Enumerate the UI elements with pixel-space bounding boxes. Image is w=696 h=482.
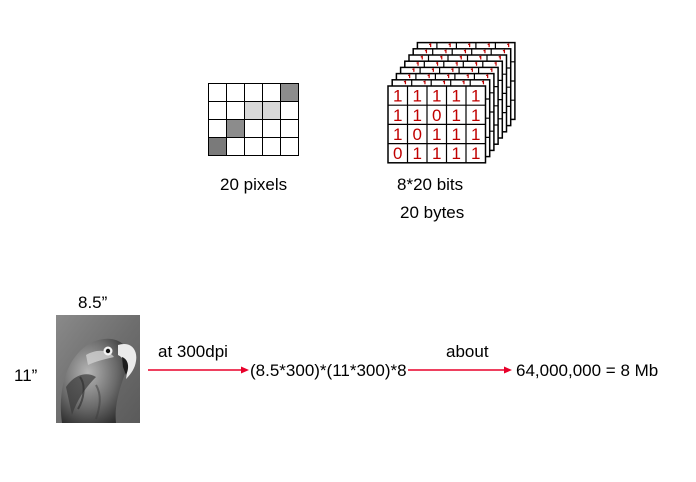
- bit-digit: 0: [432, 106, 441, 125]
- bit-digit-hint: [470, 68, 473, 72]
- bit-digit-hint: [466, 74, 469, 79]
- pixel-row: [208, 119, 299, 138]
- bit-digit-hint: [498, 55, 501, 60]
- bits-label: 8*20 bits: [397, 175, 464, 194]
- bit-digit-hint: [424, 49, 428, 54]
- bit-digit: 1: [471, 87, 480, 106]
- bit-digit-hint: [462, 80, 465, 85]
- bit-digit-hint: [483, 49, 486, 54]
- bit-digit-hint: [428, 43, 432, 48]
- bit-digit: 1: [452, 125, 461, 144]
- bit-digit: 1: [413, 106, 422, 125]
- bit-digit-hint: [490, 68, 493, 72]
- bit-digit-hint: [467, 43, 471, 48]
- bit-grid-front: 1 1 1 1 11 1 0 1 11 0 1 1 10 1 1 1 1: [387, 85, 487, 164]
- pixel-cell: [208, 119, 227, 138]
- bit-digit-hint: [455, 61, 458, 66]
- pixel-cell: [244, 83, 263, 102]
- bit-digit-hint: [423, 80, 426, 85]
- bit-digit-hint: [412, 68, 415, 72]
- pixel-cell: [244, 119, 263, 138]
- bit-digit: 1: [432, 125, 441, 144]
- bit-digit-hint: [435, 61, 439, 66]
- bit-digit-hint: [479, 55, 482, 60]
- bytes-label: 20 bytes: [400, 203, 465, 222]
- bit-digit-hint: [459, 55, 462, 60]
- pixel-cell: [208, 101, 227, 120]
- bit-digit-hint: [494, 61, 497, 66]
- pixel-row: [208, 137, 299, 156]
- dpi-label: at 300dpi: [158, 342, 228, 361]
- pixel-row: [208, 83, 299, 102]
- pixel-cell: [280, 119, 299, 138]
- width-dimension-label: 8.5”: [78, 293, 108, 312]
- pixel-cell: [280, 137, 299, 156]
- pixel-cell: [280, 101, 299, 120]
- formula-label: (8.5*300)*(11*300)*8: [250, 361, 407, 380]
- bit-digit: 1: [432, 144, 441, 163]
- bit-digit: 0: [393, 144, 402, 163]
- pixel-count-label: 20 pixels: [220, 175, 288, 194]
- bit-digit-hint: [407, 74, 411, 79]
- pixel-cell: [244, 101, 263, 120]
- about-label: about: [446, 342, 489, 361]
- bit-digit: 1: [452, 144, 461, 163]
- bit-digit: 1: [471, 144, 480, 163]
- pixel-grid: [208, 83, 299, 156]
- bit-digit-hint: [403, 80, 407, 85]
- pixel-cell: [262, 101, 281, 120]
- bit-digit: 1: [393, 106, 402, 125]
- pixel-row: [208, 101, 299, 120]
- bit-digit-hint: [427, 74, 430, 79]
- bit-digit: 1: [452, 87, 461, 106]
- bit-digit-hint: [431, 68, 434, 72]
- bit-digit: 1: [413, 144, 422, 163]
- bit-digit-hint: [448, 43, 451, 48]
- bit-digit-hint: [481, 80, 485, 85]
- bit-digit: 1: [471, 106, 480, 125]
- bit-digit-hint: [474, 61, 478, 66]
- bit-digit: 1: [432, 87, 441, 106]
- bit-digit-hint: [420, 55, 423, 60]
- bit-digit: 1: [471, 125, 480, 144]
- bit-digit-hint: [416, 61, 419, 66]
- bit-digit-hint: [485, 74, 489, 79]
- bit-digit-hint: [487, 43, 490, 48]
- bit-digit-hint: [446, 74, 450, 79]
- pixel-cell: [226, 83, 245, 102]
- bit-digit-hint: [440, 55, 443, 60]
- bit-digit-hint: [451, 68, 454, 72]
- height-dimension-label: 11”: [14, 366, 38, 385]
- bit-digit-hint: [502, 49, 506, 54]
- parrot-image: [56, 315, 140, 423]
- pixel-cell: [244, 137, 263, 156]
- arrow-to-result: [408, 366, 512, 374]
- bit-digit: 1: [413, 87, 422, 106]
- bit-digit: 0: [413, 125, 422, 144]
- bit-digit: 1: [452, 106, 461, 125]
- bit-digit: 1: [393, 125, 402, 144]
- bit-digit-hint: [463, 49, 467, 54]
- arrow-to-formula: [148, 366, 249, 374]
- result-label: 64,000,000 = 8 Mb: [516, 361, 659, 380]
- pixel-cell: [262, 137, 281, 156]
- bit-digit: 1: [393, 87, 402, 106]
- bit-digit-hint: [442, 80, 446, 85]
- bit-digit-hint: [444, 49, 447, 54]
- bit-digit-hint: [506, 43, 510, 48]
